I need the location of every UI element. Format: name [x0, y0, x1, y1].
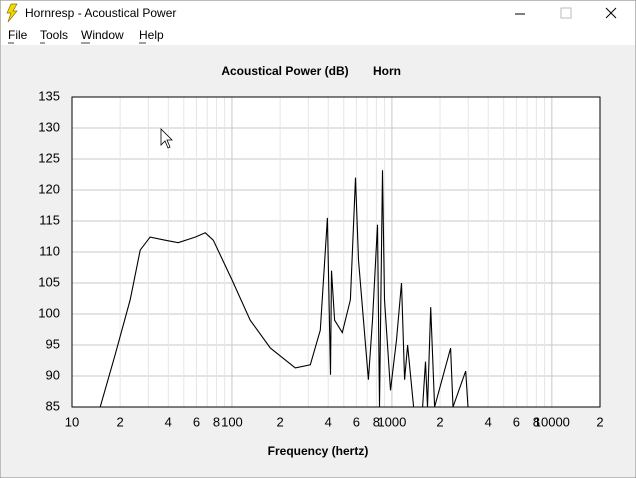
marks: [99, 170, 469, 408]
y-tick-label: 105: [38, 274, 60, 289]
close-button[interactable]: [605, 7, 617, 19]
x-tick-label: 6: [353, 414, 360, 429]
window-title: Hornresp - Acoustical Power: [25, 6, 176, 20]
menu-item[interactable]: File: [8, 28, 28, 42]
title-bar: [1, 1, 635, 29]
x-tick-label: 6: [193, 414, 200, 429]
y-tick-label: 115: [39, 212, 60, 227]
x-tick-label: 6: [513, 414, 520, 429]
x-tick-label: 10: [65, 414, 79, 429]
maximize-button[interactable]: [560, 7, 572, 19]
x-tick-label: 2: [276, 414, 283, 429]
curve: [99, 170, 469, 408]
y-tick-label: 100: [38, 305, 60, 320]
y-tick-label: 130: [38, 119, 60, 134]
menu-item[interactable]: Window: [81, 28, 124, 42]
x-tick-label: 8: [533, 414, 540, 429]
x-tick-label: 2: [117, 414, 124, 429]
x-tick-label: 2: [436, 414, 443, 429]
chart-subtitle: Horn: [373, 64, 401, 78]
y-tick-label: 90: [46, 367, 60, 382]
y-tick-label: 135: [38, 88, 60, 103]
x-tick-label: 4: [165, 414, 172, 429]
plot-border: [71, 96, 601, 408]
x-tick-label: 4: [485, 414, 492, 429]
chart-title: Acoustical Power (dB): [221, 64, 348, 78]
y-tick-label: 120: [38, 181, 60, 196]
menu-item[interactable]: Help: [139, 28, 164, 42]
y-tick-label: 95: [46, 336, 60, 351]
x-tick-label: 10000: [534, 414, 570, 429]
x-tick-label: 100: [221, 414, 243, 429]
app-icon: [6, 3, 18, 23]
y-tick-label: 125: [38, 150, 60, 165]
x-tick-label: 1000: [377, 414, 406, 429]
y-tick-label: 85: [46, 398, 60, 413]
x-tick-label: 8: [213, 414, 220, 429]
x-tick-label: 8: [373, 414, 380, 429]
x-axis-label: Frequency (hertz): [268, 444, 369, 458]
mouse-cursor: [160, 128, 173, 149]
menu-bar: [1, 29, 635, 45]
y-tick-label: 110: [39, 243, 60, 258]
menu-item[interactable]: Tools: [40, 28, 68, 42]
x-tick-label: 4: [325, 414, 332, 429]
x-tick-label: 2: [596, 414, 603, 429]
